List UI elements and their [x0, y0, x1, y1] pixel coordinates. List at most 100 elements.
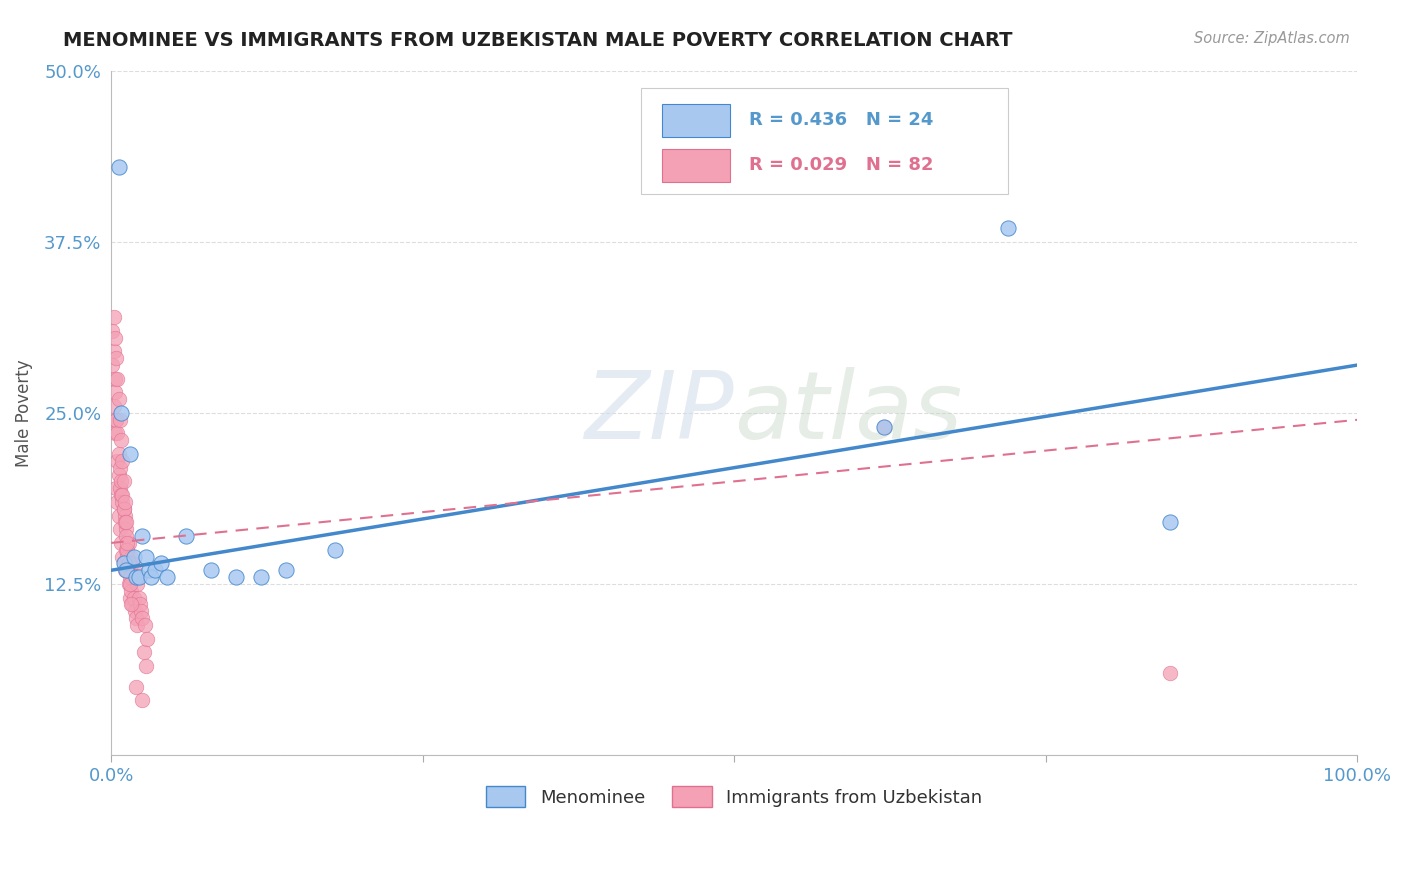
- Point: [115, 542, 138, 557]
- Point: [117, 549, 139, 564]
- Bar: [662, 149, 730, 182]
- Point: [112, 557, 135, 571]
- Point: [114, 508, 136, 523]
- Point: [129, 604, 152, 618]
- Point: [156, 570, 179, 584]
- Point: [118, 577, 141, 591]
- Point: [105, 351, 128, 366]
- Point: [115, 529, 138, 543]
- Point: [128, 591, 150, 605]
- Point: [104, 331, 127, 345]
- Point: [174, 529, 197, 543]
- Point: [105, 481, 128, 495]
- Point: [107, 454, 129, 468]
- Point: [136, 632, 159, 646]
- Point: [108, 460, 131, 475]
- Point: [103, 310, 125, 325]
- Point: [125, 570, 148, 584]
- Point: [150, 557, 173, 571]
- Point: [112, 501, 135, 516]
- Point: [103, 399, 125, 413]
- Point: [111, 488, 134, 502]
- Point: [1159, 516, 1181, 530]
- Point: [125, 570, 148, 584]
- Point: [131, 693, 153, 707]
- Point: [110, 434, 132, 448]
- Point: [1159, 665, 1181, 680]
- Point: [125, 680, 148, 694]
- Point: [118, 536, 141, 550]
- Point: [997, 221, 1019, 235]
- Point: [108, 481, 131, 495]
- Point: [105, 413, 128, 427]
- Point: [111, 495, 134, 509]
- Y-axis label: Male Poverty: Male Poverty: [15, 359, 32, 467]
- Point: [110, 488, 132, 502]
- Point: [872, 419, 894, 434]
- Point: [128, 570, 150, 584]
- Point: [134, 618, 156, 632]
- Point: [200, 563, 222, 577]
- Point: [118, 557, 141, 571]
- Point: [107, 160, 129, 174]
- Point: [107, 426, 129, 441]
- Point: [120, 583, 142, 598]
- Point: [101, 358, 124, 372]
- Point: [118, 557, 141, 571]
- Legend: Menominee, Immigrants from Uzbekistan: Menominee, Immigrants from Uzbekistan: [478, 779, 990, 814]
- Point: [114, 495, 136, 509]
- Point: [124, 604, 146, 618]
- Point: [131, 529, 153, 543]
- Point: [112, 557, 135, 571]
- Point: [118, 447, 141, 461]
- Point: [114, 563, 136, 577]
- Point: [225, 570, 247, 584]
- Point: [125, 611, 148, 625]
- Point: [138, 563, 160, 577]
- Point: [274, 563, 297, 577]
- Point: [107, 495, 129, 509]
- Point: [110, 536, 132, 550]
- Point: [111, 454, 134, 468]
- Text: ZIP: ZIP: [585, 368, 734, 458]
- Point: [122, 591, 145, 605]
- Point: [132, 645, 155, 659]
- FancyBboxPatch shape: [641, 88, 1008, 194]
- Point: [114, 516, 136, 530]
- Point: [110, 475, 132, 489]
- Bar: [662, 103, 730, 136]
- Point: [135, 549, 157, 564]
- Point: [108, 522, 131, 536]
- Point: [118, 557, 141, 571]
- Point: [105, 413, 128, 427]
- Point: [131, 611, 153, 625]
- Point: [128, 598, 150, 612]
- Point: [120, 549, 142, 564]
- Point: [139, 570, 162, 584]
- Point: [122, 549, 145, 564]
- Point: [110, 406, 132, 420]
- Point: [118, 570, 141, 584]
- Point: [127, 577, 149, 591]
- Point: [107, 467, 129, 482]
- Point: [111, 549, 134, 564]
- Point: [117, 563, 139, 577]
- Point: [121, 598, 143, 612]
- Text: R = 0.029   N = 82: R = 0.029 N = 82: [749, 156, 934, 175]
- Point: [118, 591, 141, 605]
- Point: [104, 372, 127, 386]
- Point: [112, 501, 135, 516]
- Point: [872, 419, 894, 434]
- Text: atlas: atlas: [734, 368, 962, 458]
- Point: [104, 385, 127, 400]
- Point: [107, 447, 129, 461]
- Point: [120, 598, 142, 612]
- Point: [325, 542, 347, 557]
- Point: [249, 570, 271, 584]
- Point: [117, 536, 139, 550]
- Point: [143, 563, 166, 577]
- Point: [135, 659, 157, 673]
- Point: [103, 344, 125, 359]
- Point: [115, 563, 138, 577]
- Point: [127, 618, 149, 632]
